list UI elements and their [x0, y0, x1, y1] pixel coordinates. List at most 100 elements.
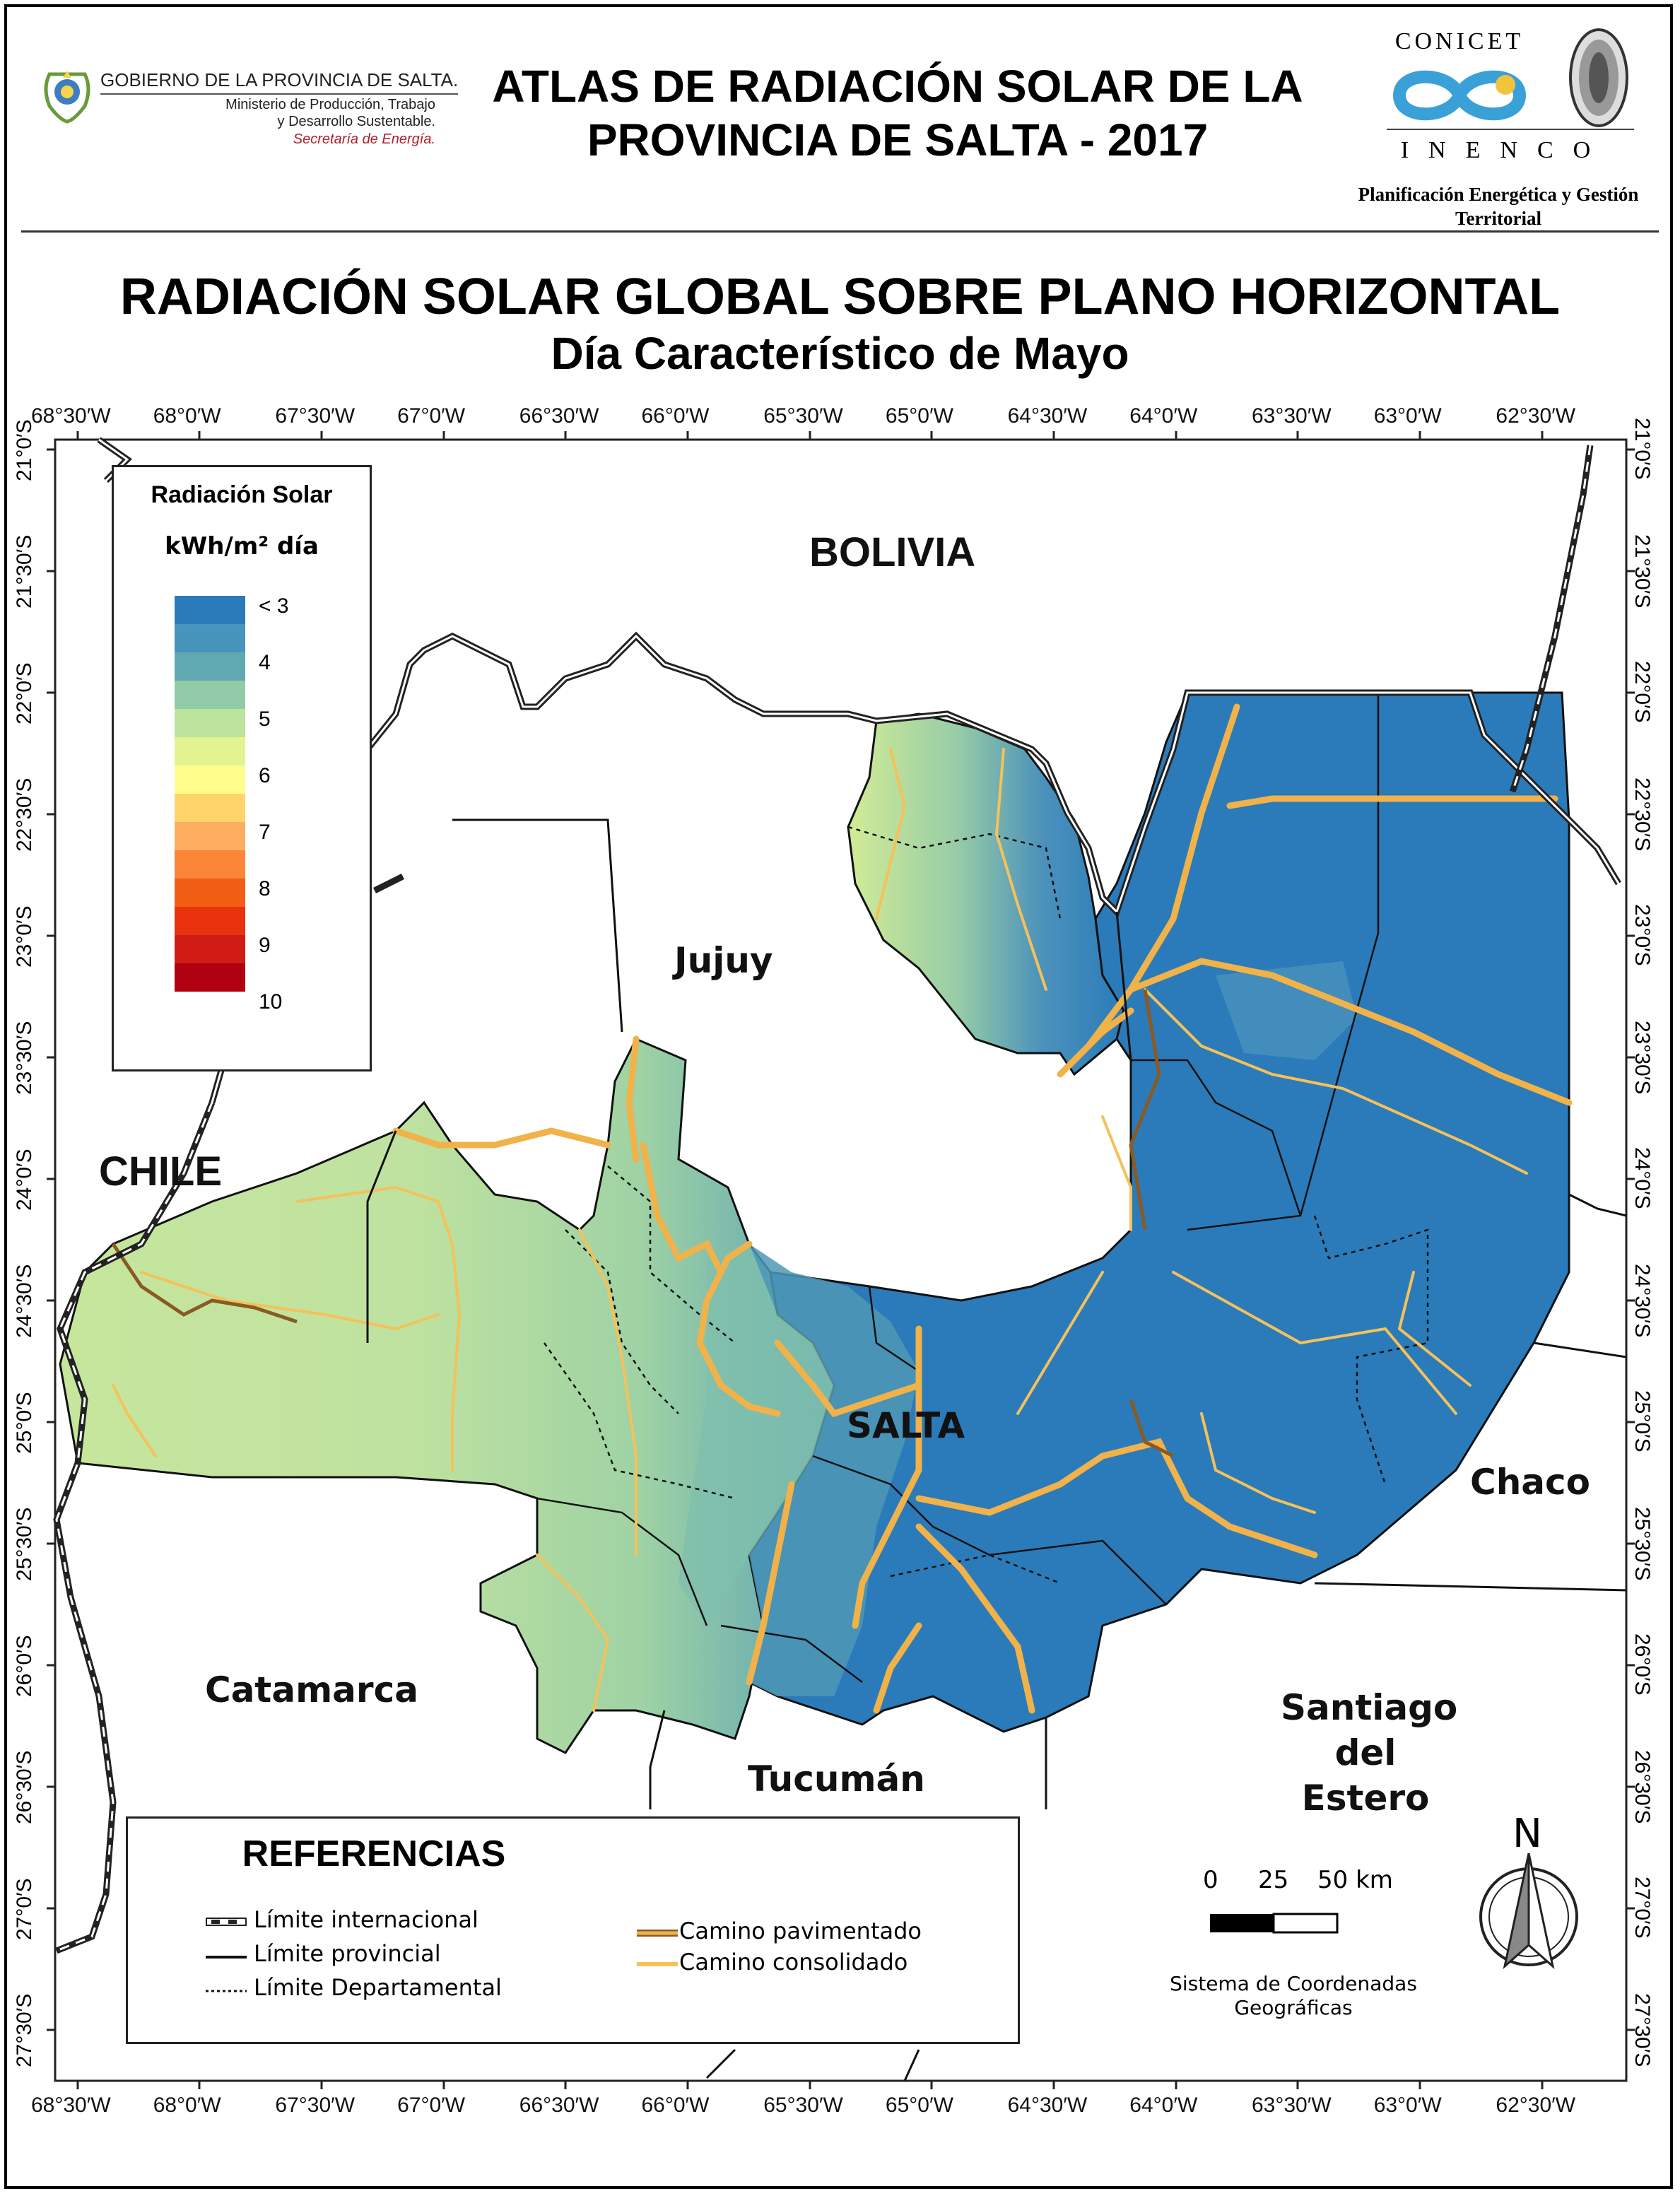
lon-tick-label: 68°30′W: [31, 404, 111, 428]
legend-label: 4: [259, 651, 271, 674]
inenco-wordmark: INENCO: [1400, 137, 1611, 163]
region-central-valley: [749, 1244, 919, 1696]
lon-tick-label: 62°30′W: [1496, 2094, 1576, 2117]
lat-tick-label: 27°30′S: [1631, 1992, 1654, 2067]
lat-tick-label: 26°30′S: [1631, 1749, 1654, 1824]
lon-tick-label: 62°30′W: [1496, 404, 1576, 428]
legend-swatch: [175, 935, 245, 963]
label-santiago-del-estero: Santiago del Estero: [1281, 1685, 1457, 1821]
prov-limit-symbol: [206, 1956, 247, 1959]
lat-tick-label: 27°0′S: [1631, 1877, 1654, 1939]
legend-swatch: [175, 822, 245, 850]
intl-limit-symbol: [206, 1918, 247, 1926]
references-box: REFERENCIAS Límite internacional Límite …: [126, 1816, 1020, 2044]
ministry-line1: Ministerio de Producción, Trabajo: [225, 97, 435, 112]
province-crest-icon: [44, 71, 90, 124]
lat-tick-label: 27°30′S: [13, 1993, 36, 2067]
ministry-line2: y Desarrollo Sustentable.: [277, 114, 435, 129]
lat-tick-label: 23°0′S: [1631, 904, 1654, 966]
planning-caption: Planificación Energética y Gestión Terri…: [1336, 182, 1661, 230]
label-chaco: Chaco: [1470, 1462, 1591, 1503]
dept-limit-symbol: [206, 1990, 247, 1992]
label-bolivia: BOLIVIA: [809, 529, 976, 575]
radiation-legend: Radiación Solar kWh/m² día < 3 4 5 6 7 8 9 10: [112, 465, 372, 1071]
paved-roads: [392, 703, 1573, 1714]
planning-line2: Territorial: [1455, 208, 1541, 229]
label-tucuman: Tucumán: [748, 1758, 925, 1799]
map-title: RADIACIÓN SOLAR GLOBAL SOBRE PLANO HORIZ…: [119, 269, 1561, 325]
coordinate-system-note: Sistema de Coordenadas Geográficas: [1131, 1972, 1456, 2020]
legend-unit: kWh/m² día: [165, 532, 319, 560]
ref-gravel-label: Camino consolidado: [679, 1949, 908, 1975]
legend-swatch: [175, 765, 245, 794]
lat-tick-label: 24°30′S: [13, 1264, 36, 1338]
lat-tick-label: 22°0′S: [1631, 661, 1654, 723]
legend-label: 6: [259, 764, 271, 787]
lon-tick-label: 63°0′W: [1373, 2094, 1442, 2117]
lon-tick-label: 68°30′W: [31, 2094, 111, 2117]
provincial-limits: [366, 1130, 1627, 2081]
header-divider: [21, 230, 1659, 233]
lat-tick-label: 24°0′S: [1631, 1147, 1654, 1209]
rivers: [111, 989, 1175, 1458]
lon-tick-label: 64°30′W: [1007, 2094, 1088, 2117]
gravel-road-symbol: [637, 1962, 678, 1966]
lat-tick-label: 22°30′S: [13, 777, 36, 852]
lon-tick-label: 66°30′W: [519, 404, 599, 428]
legend-label: 10: [259, 990, 283, 1014]
lon-tick-label: 66°30′W: [519, 2094, 599, 2117]
references-title: REFERENCIAS: [242, 1833, 506, 1874]
conicet-infinity-icon: [1392, 70, 1527, 121]
legend-swatch: [175, 737, 245, 765]
lat-tick-label: 25°0′S: [13, 1392, 36, 1454]
scale-label-50km: 50 km: [1317, 1866, 1393, 1894]
region-north-highlands: [847, 712, 1125, 1076]
secretaria-name: Secretaría de Energía.: [293, 131, 435, 147]
label-santiago-line2: del: [1334, 1732, 1397, 1773]
legend-swatch: [175, 709, 245, 737]
map-subtitle: Día Característico de Mayo: [551, 328, 1129, 379]
legend-swatch: [175, 652, 245, 681]
legend-swatch: [175, 624, 245, 652]
government-name: GOBIERNO DE LA PROVINCIA DE SALTA.: [100, 69, 459, 95]
legend-swatch: [175, 907, 245, 935]
lon-tick-label: 63°30′W: [1252, 404, 1332, 428]
lon-tick-label: 66°0′W: [641, 2094, 710, 2117]
region-lerma-valley: [679, 1244, 834, 1626]
lon-tick-label: 64°30′W: [1007, 404, 1088, 428]
lon-tick-label: 63°30′W: [1252, 2094, 1332, 2117]
atlas-title-line1: ATLAS DE RADIACIÓN SOLAR DE LA: [492, 61, 1303, 112]
lat-tick-label: 21°30′S: [1631, 534, 1654, 608]
north-arrow-icon: [1479, 1852, 1578, 1970]
legend-label: 7: [259, 821, 271, 844]
lon-tick-label: 65°30′W: [763, 2094, 843, 2117]
legend-label: 9: [259, 934, 271, 957]
lon-tick-label: 67°30′W: [275, 2094, 356, 2117]
lat-tick-label: 22°30′S: [1631, 777, 1654, 851]
legend-label: 8: [259, 877, 271, 900]
crs-line1: Sistema de Coordenadas: [1170, 1972, 1417, 1995]
lon-tick-label: 67°0′W: [397, 404, 466, 428]
lon-tick-label: 64°0′W: [1129, 404, 1198, 428]
ref-paved-label: Camino pavimentado: [679, 1918, 922, 1944]
lat-tick-label: 24°30′S: [1631, 1263, 1654, 1337]
government-logo-block: GOBIERNO DE LA PROVINCIA DE SALTA. Minis…: [35, 57, 459, 155]
legend-swatch: [175, 794, 245, 822]
lat-tick-label: 21°0′S: [13, 419, 36, 481]
lat-tick-label: 23°30′S: [13, 1021, 36, 1095]
lat-tick-label: 25°30′S: [1631, 1506, 1654, 1580]
legend-label: < 3: [259, 594, 289, 618]
ref-prov-label: Límite provincial: [254, 1940, 441, 1967]
north-label: N: [1512, 1811, 1542, 1857]
ref-dept-label: Límite Departamental: [254, 1974, 502, 2001]
lat-tick-label: 23°0′S: [13, 905, 36, 968]
planning-line1: Planificación Energética y Gestión: [1358, 184, 1639, 205]
departmental-limits: [543, 826, 1429, 1585]
lon-tick-label: 67°30′W: [275, 404, 356, 428]
label-jujuy: Jujuy: [674, 940, 773, 981]
lon-tick-label: 65°0′W: [885, 2094, 953, 2117]
lat-tick-label: 21°30′S: [13, 534, 36, 609]
lon-tick-label: 63°0′W: [1373, 404, 1442, 428]
region-east-patch: [1216, 961, 1357, 1060]
atlas-title: ATLAS DE RADIACIÓN SOLAR DE LA PROVINCIA…: [424, 59, 1371, 167]
